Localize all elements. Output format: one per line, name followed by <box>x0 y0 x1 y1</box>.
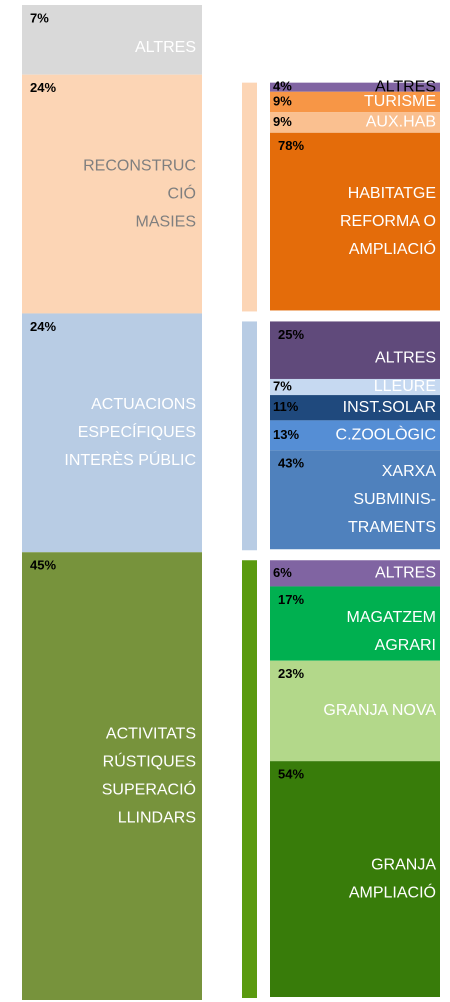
segment-label: GRANJA <box>371 856 436 873</box>
value-label: 6% <box>273 565 292 580</box>
segment-label: ESPECÍFIQUES <box>78 422 196 441</box>
segment <box>270 761 440 997</box>
segment <box>270 321 440 379</box>
accent-bar <box>242 82 257 312</box>
value-label: 13% <box>273 427 299 442</box>
segment-label: ALTRES <box>135 39 196 56</box>
value-label: 7% <box>273 378 292 393</box>
segment-label: AMPLIACIÓ <box>349 882 436 901</box>
segment-label: ALTRES <box>375 565 436 582</box>
segment-label: ACTUACIONS <box>91 396 196 413</box>
accent-bar <box>242 560 257 998</box>
segment-label: MAGATZEM <box>347 609 436 626</box>
segment-label: CIÓ <box>168 183 196 202</box>
segment-label: RECONSTRUC <box>83 157 196 174</box>
value-label: 78% <box>278 138 304 153</box>
value-label: 9% <box>273 93 292 108</box>
value-label: 4% <box>273 79 292 94</box>
segment-label: INTERÈS PÚBLIC <box>64 450 196 469</box>
value-label: 25% <box>278 327 304 342</box>
value-label: 24% <box>30 319 56 334</box>
segment-label: ACTIVITATS <box>106 725 196 742</box>
value-label: 11% <box>273 399 299 414</box>
segment <box>270 660 440 762</box>
accent-bar <box>242 321 257 551</box>
segment <box>270 586 440 661</box>
value-label: 23% <box>278 666 304 681</box>
segment <box>270 450 440 550</box>
value-label: 45% <box>30 558 56 573</box>
value-label: 43% <box>278 456 304 471</box>
segment-label: TRAMENTS <box>348 519 436 536</box>
segment <box>270 560 440 587</box>
segment-label: SUPERACIÓ <box>102 779 196 798</box>
segment-label: REFORMA O <box>340 213 436 230</box>
value-label: 7% <box>30 10 49 25</box>
segment-label: LLEURE <box>374 378 436 395</box>
segment-label: SUBMINIS- <box>353 491 436 508</box>
segment <box>270 112 440 133</box>
segment <box>22 313 202 553</box>
segment-label: ALTRES <box>375 349 436 366</box>
segment <box>22 552 202 1000</box>
value-label: 54% <box>278 767 304 782</box>
segment-label: AGRARI <box>375 637 436 654</box>
segment-label: XARXA <box>382 463 437 480</box>
segment-label: HABITATGE <box>348 185 436 202</box>
segment-label: GRANJA NOVA <box>323 702 436 719</box>
segment-label: RÚSTIQUES <box>103 751 196 770</box>
segment-label: TURISME <box>364 93 436 110</box>
value-label: 24% <box>30 80 56 95</box>
segment-label: INST.SOLAR <box>343 399 436 416</box>
segment <box>270 132 440 311</box>
segment <box>270 91 440 113</box>
segment-label: MASIES <box>136 213 196 230</box>
segment-label: C.ZOOLÒGIC <box>336 425 436 444</box>
segment-label: ALTRES <box>375 78 436 95</box>
segment-label: AUX.HAB <box>366 114 436 131</box>
value-label: 17% <box>278 592 304 607</box>
value-label: 9% <box>273 114 292 129</box>
segment <box>270 420 440 451</box>
segment <box>270 378 440 396</box>
segment <box>22 5 202 75</box>
segment <box>270 82 440 92</box>
segment <box>22 74 202 314</box>
segment-label: LLINDARS <box>118 809 196 826</box>
segment-label: AMPLIACIÓ <box>349 239 436 258</box>
segment <box>270 395 440 421</box>
